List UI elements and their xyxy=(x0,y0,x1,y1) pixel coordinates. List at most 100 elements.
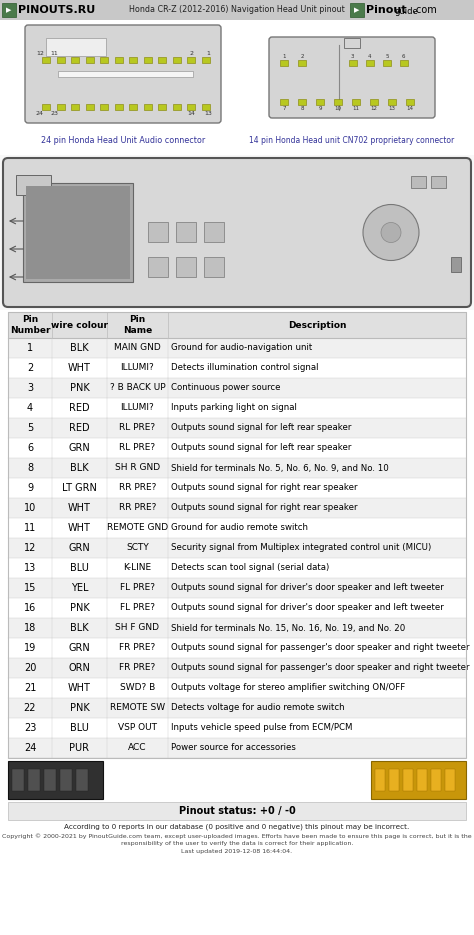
Text: Pinout: Pinout xyxy=(366,5,407,15)
Bar xyxy=(12,769,24,791)
Bar xyxy=(431,769,441,791)
Text: 14 pin Honda Head unit CN702 proprietary connector: 14 pin Honda Head unit CN702 proprietary… xyxy=(249,136,455,145)
Text: 12: 12 xyxy=(24,543,36,553)
Bar xyxy=(344,38,360,48)
Text: 22: 22 xyxy=(24,703,36,713)
Bar xyxy=(375,769,385,791)
Bar xyxy=(8,638,466,658)
Bar xyxy=(26,186,130,279)
Text: 7: 7 xyxy=(282,106,286,111)
Text: Ground for audio-navigation unit: Ground for audio-navigation unit xyxy=(171,343,312,352)
Text: wire colour: wire colour xyxy=(51,321,108,329)
Text: 11: 11 xyxy=(353,106,359,111)
Text: 8: 8 xyxy=(27,463,33,473)
Bar xyxy=(71,104,79,110)
Bar xyxy=(204,222,224,242)
Text: RR PRE?: RR PRE? xyxy=(119,504,156,512)
Text: RL PRE?: RL PRE? xyxy=(119,424,155,433)
Text: 10: 10 xyxy=(24,503,36,513)
Bar xyxy=(349,60,357,66)
Text: Pinout status: +0 / -0: Pinout status: +0 / -0 xyxy=(179,806,295,816)
Bar xyxy=(366,60,374,66)
Bar xyxy=(129,104,137,110)
Text: 16: 16 xyxy=(24,603,36,613)
Bar xyxy=(44,769,56,791)
FancyBboxPatch shape xyxy=(269,37,435,118)
Bar xyxy=(144,57,152,63)
Bar xyxy=(316,99,324,105)
Text: FR PRE?: FR PRE? xyxy=(119,664,155,672)
Text: BLK: BLK xyxy=(70,343,89,353)
Text: WHT: WHT xyxy=(68,523,91,533)
Bar xyxy=(8,598,466,618)
Text: 13: 13 xyxy=(389,106,395,111)
Text: Security signal from Multiplex integrated control unit (MICU): Security signal from Multiplex integrate… xyxy=(171,543,431,553)
Bar xyxy=(370,99,378,105)
Text: Detects voltage for audio remote switch: Detects voltage for audio remote switch xyxy=(171,703,345,712)
Bar xyxy=(60,769,72,791)
Bar xyxy=(8,558,466,578)
Text: 23: 23 xyxy=(51,111,59,116)
Bar xyxy=(76,769,88,791)
Bar xyxy=(403,769,413,791)
Text: 20: 20 xyxy=(24,663,36,673)
Text: 1: 1 xyxy=(27,343,33,353)
Text: Last updated 2019-12-08 16:44:04.: Last updated 2019-12-08 16:44:04. xyxy=(182,849,292,854)
Text: Pin
Number: Pin Number xyxy=(10,315,50,335)
Text: PNK: PNK xyxy=(70,703,90,713)
FancyBboxPatch shape xyxy=(3,158,471,307)
Bar xyxy=(406,99,414,105)
Text: SWD? B: SWD? B xyxy=(120,683,155,693)
Bar xyxy=(400,60,408,66)
Bar xyxy=(42,57,50,63)
Text: 5: 5 xyxy=(385,54,389,59)
Text: GRN: GRN xyxy=(69,543,91,553)
Text: 1: 1 xyxy=(206,51,210,56)
Text: 2: 2 xyxy=(190,51,193,56)
Text: FR PRE?: FR PRE? xyxy=(119,643,155,653)
Bar xyxy=(187,57,195,63)
Bar xyxy=(158,57,166,63)
Text: PNK: PNK xyxy=(70,383,90,393)
Text: RED: RED xyxy=(69,403,90,413)
Bar xyxy=(8,398,466,418)
Text: Outputs sound signal for left rear speaker: Outputs sound signal for left rear speak… xyxy=(171,443,351,453)
Text: 18: 18 xyxy=(24,623,36,633)
Text: 23: 23 xyxy=(24,723,36,733)
Circle shape xyxy=(363,205,419,261)
Text: ACC: ACC xyxy=(128,743,147,753)
Text: 15: 15 xyxy=(24,583,36,593)
Text: Outputs voltage for stereo amplifier switching ON/OFF: Outputs voltage for stereo amplifier swi… xyxy=(171,683,405,693)
Bar xyxy=(8,358,466,378)
Bar xyxy=(8,658,466,678)
Bar xyxy=(350,3,364,17)
Text: RL PRE?: RL PRE? xyxy=(119,443,155,453)
Text: Outputs sound signal for passenger's door speaker and right tweeter: Outputs sound signal for passenger's doo… xyxy=(171,664,470,672)
Bar xyxy=(8,802,466,820)
Bar xyxy=(86,57,94,63)
Bar xyxy=(8,478,466,498)
Text: PINOUTS.RU: PINOUTS.RU xyxy=(18,5,95,15)
Bar xyxy=(389,769,399,791)
Bar xyxy=(280,60,288,66)
Text: 5: 5 xyxy=(27,423,33,433)
Bar xyxy=(58,71,193,77)
Text: ILLUMI?: ILLUMI? xyxy=(120,404,155,412)
Text: Outputs sound signal for driver's door speaker and left tweeter: Outputs sound signal for driver's door s… xyxy=(171,603,444,612)
Text: REMOTE SW: REMOTE SW xyxy=(110,703,165,712)
Bar xyxy=(8,678,466,698)
Bar xyxy=(8,338,466,358)
Bar xyxy=(8,578,466,598)
Text: According to 0 reports in our database (0 positive and 0 negative) this pinout m: According to 0 reports in our database (… xyxy=(64,824,410,830)
Bar xyxy=(8,312,466,338)
Text: ? B BACK UP: ? B BACK UP xyxy=(109,383,165,393)
Bar xyxy=(8,458,466,478)
Bar xyxy=(176,222,196,242)
Text: .com: .com xyxy=(413,5,437,15)
Bar xyxy=(371,761,466,799)
Text: GRN: GRN xyxy=(69,443,91,453)
Bar xyxy=(8,418,466,438)
Text: WHT: WHT xyxy=(68,683,91,693)
Text: SH F GND: SH F GND xyxy=(116,624,159,632)
Text: FL PRE?: FL PRE? xyxy=(120,603,155,612)
